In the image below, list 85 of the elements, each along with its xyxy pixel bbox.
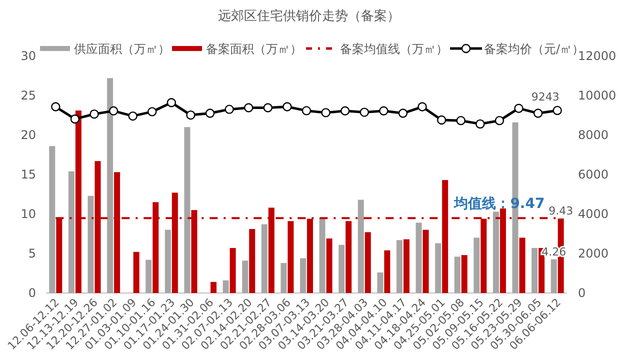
- bar: [164, 230, 171, 293]
- point: [514, 104, 524, 113]
- y2-tick-label: 2000: [578, 246, 609, 260]
- point: [51, 102, 60, 112]
- point: [456, 116, 466, 126]
- point: [436, 115, 446, 125]
- bar: [230, 248, 236, 293]
- point: [70, 114, 80, 124]
- bar: [364, 232, 371, 293]
- point: [360, 108, 369, 117]
- legend-label: 备案均值线（万㎡）: [340, 42, 448, 56]
- y2-tick-label: 12000: [578, 49, 616, 63]
- point: [148, 107, 157, 116]
- point: [340, 106, 350, 116]
- y-tick-label: 5: [28, 246, 36, 260]
- bar: [107, 78, 114, 293]
- point: [302, 106, 312, 116]
- bar: [403, 239, 410, 293]
- annotation: 均值线：9.47: [453, 196, 545, 212]
- point: [282, 102, 292, 112]
- bar: [242, 260, 248, 293]
- point: [90, 109, 99, 119]
- bar: [261, 224, 268, 293]
- bar: [68, 171, 74, 293]
- bar: [384, 250, 390, 293]
- point: [398, 108, 408, 118]
- point: [244, 103, 254, 112]
- chart-title: 远郊区住宅供销价走势（备案）: [218, 8, 400, 24]
- y-tick-label: 20: [20, 128, 36, 142]
- y-tick-label: 30: [20, 49, 36, 63]
- bar: [461, 255, 468, 293]
- y-tick-label: 25: [20, 88, 36, 102]
- point: [128, 111, 138, 121]
- bar: [338, 244, 345, 293]
- point: [533, 108, 543, 118]
- point: [205, 108, 215, 118]
- bar: [249, 229, 256, 293]
- bar: [222, 280, 229, 293]
- point: [476, 119, 485, 129]
- bar: [474, 238, 480, 293]
- bar: [454, 256, 460, 293]
- bar: [346, 221, 352, 293]
- y-tick-label: 10: [20, 207, 36, 221]
- point: [321, 108, 330, 118]
- bar: [133, 252, 140, 293]
- y2-tick-label: 8000: [578, 128, 609, 142]
- bar: [532, 248, 538, 293]
- point: [186, 110, 196, 120]
- point: [418, 102, 427, 112]
- point: [108, 106, 118, 116]
- legend-label: 供应面积（万㎡）: [74, 42, 170, 56]
- point: [166, 98, 176, 108]
- point: [224, 104, 234, 114]
- bar: [184, 127, 190, 293]
- bar: [435, 243, 442, 293]
- legend-label: 备案面积（万㎡）: [206, 42, 302, 56]
- bar: [519, 238, 526, 293]
- y2-tick-label: 6000: [578, 168, 609, 182]
- y-tick-label: 0: [28, 286, 36, 300]
- data-label: 9243: [531, 90, 560, 104]
- bar: [146, 260, 152, 293]
- bar: [49, 146, 56, 293]
- bar: [416, 222, 422, 293]
- bar: [319, 218, 326, 293]
- point: [552, 106, 562, 116]
- bar: [280, 262, 287, 293]
- bar: [88, 196, 94, 293]
- data-label: 9.43: [548, 204, 574, 218]
- bar: [396, 240, 402, 293]
- bar: [358, 200, 364, 293]
- y-tick-label: 15: [20, 168, 36, 182]
- bar: [326, 238, 332, 293]
- bar: [492, 212, 499, 293]
- point: [379, 106, 388, 116]
- y2-tick-label: 4000: [578, 207, 609, 221]
- bar: [210, 282, 217, 293]
- y2-tick-label: 10000: [578, 88, 616, 102]
- bar: [300, 258, 306, 293]
- bar: [550, 259, 557, 293]
- bar: [422, 230, 429, 293]
- y2-tick-label: 0: [578, 286, 586, 300]
- bar: [288, 221, 294, 293]
- point: [494, 116, 504, 126]
- bar: [377, 272, 384, 293]
- point: [263, 103, 273, 112]
